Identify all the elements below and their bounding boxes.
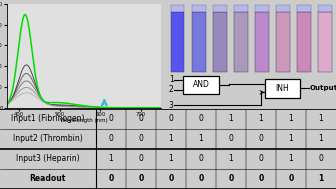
- Bar: [183, 76, 219, 94]
- Bar: [297, 5, 311, 12]
- Text: Input2 (Thrombin): Input2 (Thrombin): [13, 134, 83, 143]
- Text: 0: 0: [199, 154, 203, 163]
- Text: 1: 1: [168, 134, 173, 143]
- Bar: [255, 12, 269, 72]
- Text: 1: 1: [289, 154, 293, 163]
- Bar: [171, 12, 184, 72]
- Text: 0: 0: [138, 154, 143, 163]
- Text: 1: 1: [168, 154, 173, 163]
- Text: 1: 1: [289, 114, 293, 123]
- Text: 0: 0: [108, 134, 113, 143]
- Bar: [234, 5, 248, 12]
- Text: 0: 0: [198, 174, 204, 184]
- Text: AND: AND: [193, 81, 210, 89]
- Bar: [318, 12, 332, 72]
- Text: 0: 0: [199, 114, 203, 123]
- Text: 0: 0: [138, 114, 143, 123]
- Text: 1: 1: [319, 134, 323, 143]
- Text: 0: 0: [168, 114, 173, 123]
- Text: 0: 0: [228, 174, 234, 184]
- Text: 3: 3: [169, 101, 174, 110]
- Bar: [276, 12, 290, 72]
- Text: 1: 1: [109, 154, 113, 163]
- Text: 1: 1: [169, 75, 174, 84]
- Text: 0: 0: [108, 114, 113, 123]
- Text: Readout: Readout: [30, 174, 66, 184]
- Text: 0: 0: [288, 174, 294, 184]
- Text: 0: 0: [108, 174, 113, 184]
- Text: 1: 1: [228, 114, 233, 123]
- Text: 0: 0: [138, 134, 143, 143]
- Bar: [213, 12, 226, 72]
- Text: 1: 1: [258, 114, 263, 123]
- Text: 0: 0: [258, 174, 263, 184]
- Bar: [318, 5, 332, 12]
- Bar: [213, 5, 226, 12]
- Text: 1: 1: [289, 134, 293, 143]
- X-axis label: Wavelength (nm): Wavelength (nm): [60, 118, 108, 123]
- Text: 0: 0: [228, 134, 233, 143]
- Text: 1: 1: [319, 174, 324, 184]
- Bar: [192, 12, 206, 72]
- Text: 0: 0: [258, 154, 263, 163]
- Bar: [297, 12, 311, 72]
- Text: 0: 0: [258, 134, 263, 143]
- Text: 1: 1: [199, 134, 203, 143]
- Bar: [276, 5, 290, 12]
- Bar: [171, 5, 184, 12]
- Bar: [234, 12, 248, 72]
- Bar: [255, 5, 269, 12]
- Text: 1: 1: [319, 114, 323, 123]
- Text: 1: 1: [228, 154, 233, 163]
- Text: 2: 2: [169, 85, 174, 94]
- Bar: [265, 79, 300, 98]
- Text: Output: Output: [310, 85, 336, 91]
- Text: 0: 0: [168, 174, 173, 184]
- Text: 0: 0: [319, 154, 324, 163]
- Bar: [192, 5, 206, 12]
- Text: INH: INH: [276, 84, 289, 93]
- Text: Input3 (Heparin): Input3 (Heparin): [16, 154, 80, 163]
- Text: 0: 0: [138, 174, 143, 184]
- Text: Input1 (Fibrinogen): Input1 (Fibrinogen): [11, 114, 85, 123]
